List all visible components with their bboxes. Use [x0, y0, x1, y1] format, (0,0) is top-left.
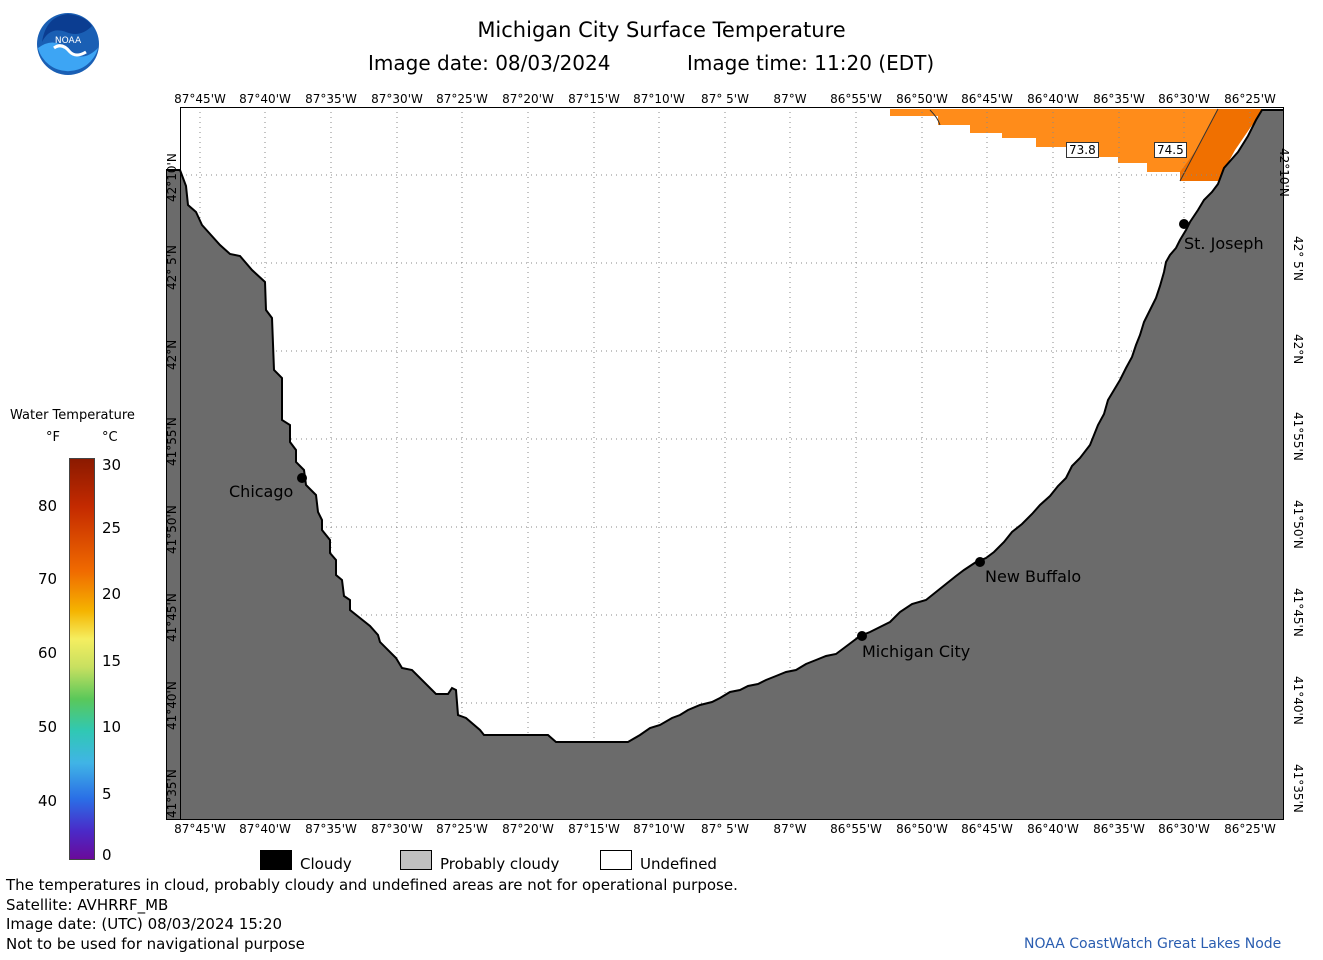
- st-joseph-marker[interactable]: [1179, 219, 1189, 229]
- colorbar-c-tick: 30: [102, 456, 122, 474]
- disclaimer-text: The temperatures in cloud, probably clou…: [6, 876, 738, 894]
- lon-tick-top: 87°45'W: [174, 92, 226, 106]
- lat-tick-right: 41°45'N: [1291, 588, 1305, 637]
- lon-tick-bottom: 86°30'W: [1158, 822, 1210, 836]
- colorbar-c-tick: 25: [102, 519, 122, 537]
- lon-tick-top: 86°30'W: [1158, 92, 1210, 106]
- lon-tick-bottom: 87°W: [773, 822, 807, 836]
- colorbar: [69, 458, 95, 860]
- lon-tick-top: 86°40'W: [1027, 92, 1079, 106]
- noaa-logo: NOAA: [37, 13, 99, 75]
- lon-tick-bottom: 87°15'W: [568, 822, 620, 836]
- lat-tick-right: 41°35'N: [1291, 764, 1305, 813]
- lon-tick-top: 86°35'W: [1093, 92, 1145, 106]
- colorbar-f-tick: 70: [38, 570, 58, 588]
- lon-tick-bottom: 87°40'W: [239, 822, 291, 836]
- temperature-region-warm: [1180, 109, 1264, 181]
- lon-tick-bottom: 86°45'W: [961, 822, 1013, 836]
- lon-tick-top: 87°35'W: [305, 92, 357, 106]
- lon-tick-bottom: 86°50'W: [896, 822, 948, 836]
- lon-tick-top: 87°40'W: [239, 92, 291, 106]
- lon-tick-bottom: 87°10'W: [633, 822, 685, 836]
- front-line: [1179, 108, 1219, 182]
- lon-tick-top: 87°20'W: [502, 92, 554, 106]
- michigan-city-marker[interactable]: [857, 631, 867, 641]
- new-buffalo-marker[interactable]: [975, 557, 985, 567]
- lat-tick-right: 42°10'N: [1277, 148, 1291, 197]
- lon-tick-bottom: 86°25'W: [1224, 822, 1276, 836]
- lon-tick-top: 86°45'W: [961, 92, 1013, 106]
- probably-cloudy-swatch: [400, 850, 432, 870]
- lat-tick-left: 41°55'N: [165, 417, 179, 466]
- navigation-warning: Not to be used for navigational purpose: [6, 935, 305, 953]
- colorbar-c-tick: 15: [102, 652, 122, 670]
- lat-tick-left: 42° 5'N: [165, 245, 179, 290]
- lon-tick-bottom: 87°20'W: [502, 822, 554, 836]
- front-line: [929, 109, 941, 126]
- lon-tick-bottom: 87°30'W: [371, 822, 423, 836]
- credit-link[interactable]: NOAA CoastWatch Great Lakes Node: [1024, 936, 1282, 952]
- cloudy-label: Cloudy: [300, 855, 352, 873]
- lon-tick-bottom: 86°35'W: [1093, 822, 1145, 836]
- lon-tick-top: 87°W: [773, 92, 807, 106]
- lat-tick-left: 42°10'N: [165, 153, 179, 202]
- lon-tick-top: 86°55'W: [830, 92, 882, 106]
- colorbar-c-tick: 10: [102, 718, 122, 736]
- lon-tick-top: 86°50'W: [896, 92, 948, 106]
- land-mass: [166, 109, 1284, 820]
- lat-tick-right: 41°55'N: [1291, 412, 1305, 461]
- temperature-tag: 73.8: [1066, 142, 1099, 158]
- lon-tick-top: 87°15'W: [568, 92, 620, 106]
- colorbar-c-tick: 20: [102, 585, 122, 603]
- lon-tick-top: 87°25'W: [436, 92, 488, 106]
- lat-tick-left: 41°45'N: [165, 593, 179, 642]
- lat-tick-left: 41°35'N: [165, 769, 179, 818]
- city-label-new-buffalo: New Buffalo: [985, 567, 1082, 586]
- image-date: Image date: 08/03/2024: [368, 51, 611, 75]
- chicago-marker[interactable]: [297, 473, 307, 483]
- lon-tick-bottom: 86°40'W: [1027, 822, 1079, 836]
- colorbar-unit-c: °C: [102, 430, 118, 445]
- colorbar-c-tick: 5: [102, 785, 112, 803]
- undefined-swatch: [600, 850, 632, 870]
- lon-tick-top: 87°30'W: [371, 92, 423, 106]
- lat-tick-right: 42°N: [1291, 334, 1305, 365]
- lat-tick-right: 41°40'N: [1291, 676, 1305, 725]
- map-canvas[interactable]: [166, 107, 1284, 820]
- cloudy-swatch: [260, 850, 292, 870]
- colorbar-title: Water Temperature: [10, 408, 135, 423]
- satellite-text: Satellite: AVHRRF_MB: [6, 896, 169, 914]
- logo-text: NOAA: [55, 36, 82, 46]
- utc-date-text: Image date: (UTC) 08/03/2024 15:20: [6, 915, 283, 933]
- undefined-label: Undefined: [640, 855, 717, 873]
- city-label-st-joseph: St. Joseph: [1184, 234, 1264, 253]
- lat-tick-right: 42° 5'N: [1291, 236, 1305, 281]
- lon-tick-top: 87° 5'W: [701, 92, 749, 106]
- lat-tick-right: 41°50'N: [1291, 500, 1305, 549]
- city-label-chicago: Chicago: [229, 482, 294, 501]
- lon-tick-bottom: 87° 5'W: [701, 822, 749, 836]
- map-title: Michigan City Surface Temperature: [477, 18, 846, 42]
- colorbar-f-tick: 80: [38, 497, 58, 515]
- lat-tick-left: 42°N: [165, 339, 179, 370]
- lon-tick-bottom: 87°25'W: [436, 822, 488, 836]
- lon-tick-bottom: 86°55'W: [830, 822, 882, 836]
- colorbar-unit-f: °F: [46, 430, 60, 445]
- lon-tick-top: 86°25'W: [1224, 92, 1276, 106]
- colorbar-f-tick: 50: [38, 718, 58, 736]
- probably-cloudy-label: Probably cloudy: [440, 855, 560, 873]
- colorbar-c-tick: 0: [102, 846, 112, 864]
- colorbar-f-tick: 40: [38, 792, 58, 810]
- lon-tick-bottom: 87°35'W: [305, 822, 357, 836]
- lat-tick-left: 41°50'N: [165, 505, 179, 554]
- lon-tick-top: 87°10'W: [633, 92, 685, 106]
- colorbar-f-tick: 60: [38, 644, 58, 662]
- image-time: Image time: 11:20 (EDT): [687, 51, 935, 75]
- temperature-tag: 74.5: [1154, 142, 1187, 158]
- city-label-michigan-city: Michigan City: [862, 642, 971, 661]
- lat-tick-left: 41°40'N: [165, 681, 179, 730]
- lon-tick-bottom: 87°45'W: [174, 822, 226, 836]
